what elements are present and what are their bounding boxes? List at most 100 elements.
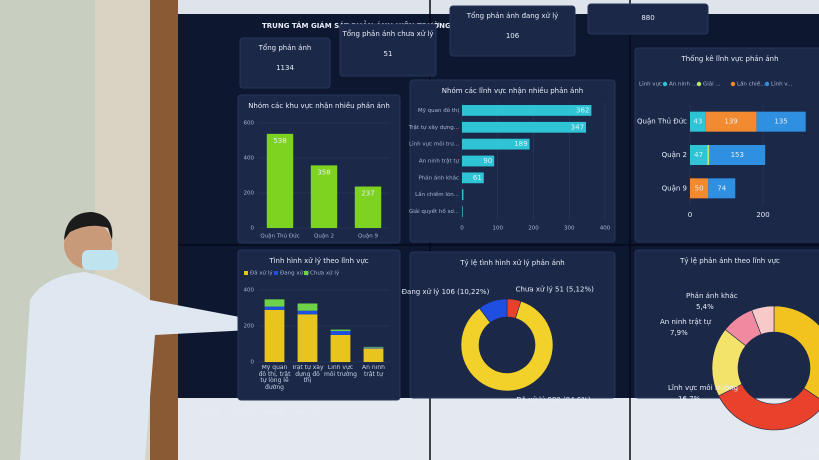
x-tick-label: Quận 9 (358, 233, 378, 240)
panel (409, 79, 616, 243)
y-tick-label: Lĩnh vực môi trư... (409, 141, 459, 148)
y-tick-label: 200 (244, 191, 255, 197)
bar-segment (708, 178, 736, 199)
x-tick-label: 400 (600, 226, 611, 232)
person-shirt (20, 272, 250, 460)
panel (237, 249, 401, 401)
bar-segment (297, 303, 318, 311)
y-tick-label: Trật tự xây dựng... (408, 124, 460, 131)
x-tick-label: 200 (528, 226, 539, 232)
legend-swatch (730, 81, 736, 87)
legend-label: Lấn chiế... (737, 81, 766, 88)
taskbar-tab: PAKN - Thông tin chung (202, 408, 284, 416)
value-label: 358 (317, 168, 330, 176)
value-label: 139 (724, 118, 737, 126)
slice-category: Trật tự (791, 436, 815, 444)
bar (462, 206, 463, 217)
y-tick-label: Giải quyết hồ sơ... (409, 207, 459, 215)
y-tick-label: 0 (251, 360, 255, 366)
bar-segment (363, 348, 384, 362)
y-tick-label: 200 (244, 324, 255, 330)
x-tick-label: Mỹ quan đô thị, trật tự lòng lề đường (258, 365, 291, 391)
slice-label: Chưa xử lý 51 (5,12%) (516, 286, 595, 294)
panel (339, 23, 437, 77)
kpi-value: 1134 (276, 64, 294, 72)
taskbar-tab: PAKN - Tình hình xử lý (264, 408, 341, 416)
value-label: 189 (514, 140, 527, 148)
value-label: 43 (693, 118, 702, 126)
chart-title: Thống kê lĩnh vực phản ánh (680, 55, 778, 63)
legend-swatch (764, 81, 770, 87)
bar-segment (264, 306, 285, 310)
kpi-label: Tổng phản ánh chưa xử lý (341, 29, 433, 38)
chart-title: Nhóm các khu vực nhận nhiều phản ánh (248, 102, 390, 110)
slice-category: An ninh trật tự (660, 318, 712, 326)
bar-segment (707, 145, 710, 165)
legend-swatch (304, 271, 308, 275)
bar-segment (330, 335, 351, 362)
legend-swatch (274, 271, 278, 275)
x-tick-label: 300 (564, 226, 575, 232)
slice-category: Đang xử lý (402, 288, 440, 296)
panel (409, 251, 616, 399)
x-tick-label: 100 (493, 226, 504, 232)
bar-segment (756, 111, 806, 132)
kpi-value: 51 (384, 50, 393, 58)
legend-label: Giải ... (703, 81, 721, 88)
y-tick-label: Mỹ quan đô thị (418, 107, 460, 114)
legend-label: Đã xử lý (250, 270, 273, 277)
bar (354, 186, 382, 228)
bar-segment (690, 178, 709, 199)
x-tick-label: 200 (756, 211, 769, 219)
value-label: 362 (576, 106, 589, 114)
y-tick-label: 400 (244, 288, 255, 294)
x-tick-label-box: Trật tự xây dựng đô thị (291, 365, 323, 384)
panel (449, 5, 576, 57)
bar-segment (363, 346, 384, 348)
person-mask (82, 250, 118, 270)
legend-label: Đang xử lý (280, 270, 310, 277)
x-tick-label: Quận Thủ Đức (260, 233, 299, 240)
kpi-label: Tổng phản ánh (258, 43, 312, 52)
chart-title: Tỷ lệ tình hình xử lý phản ánh (459, 258, 565, 267)
value-label: 47 (694, 151, 703, 159)
bar-segment (363, 347, 384, 349)
legend-label: Chưa xử lý (310, 270, 340, 277)
y-tick-label: Phản ánh khác (418, 174, 459, 181)
x-tick-label: Quận 2 (314, 233, 334, 240)
kpi-value: 106 (506, 32, 520, 40)
y-tick-label: Lấn chiếm lòn... (415, 191, 459, 198)
bar (266, 133, 294, 228)
chart-title: Nhóm các lĩnh vực nhận nhiều phản ánh (442, 87, 583, 95)
value-label: 153 (731, 151, 744, 159)
bar-segment (264, 309, 285, 362)
donut-slice (751, 305, 775, 335)
x-tick-label-box: An ninh trật tự (362, 365, 385, 378)
bar-segment (709, 145, 766, 165)
bar (310, 165, 338, 228)
chart-title: Tỷ lệ phản ánh theo lĩnh vực (679, 256, 780, 265)
bar-segment (297, 310, 318, 315)
bar (462, 138, 530, 150)
donut-slice (460, 300, 554, 392)
bar-segment (690, 111, 706, 132)
legend-label: An ninh ... (669, 82, 697, 88)
x-tick-label-box: Lĩnh vực môi trường (324, 365, 357, 377)
legend-swatch (696, 81, 702, 87)
bar-segment (690, 145, 708, 165)
slice-value: 106 (10,22%) (442, 288, 490, 296)
bar-segment (264, 299, 285, 307)
kpi-value: 880 (641, 14, 654, 22)
y-tick-label: 600 (244, 121, 255, 127)
value-label: 237 (361, 190, 374, 198)
bar (462, 172, 484, 184)
slice-category: Lĩnh vực môi trường (668, 384, 738, 392)
value-label: 74 (717, 184, 726, 192)
x-tick-label: An ninh trật tự (362, 365, 385, 378)
slice-label: Đang xử lý 106 (10,22%) (402, 288, 490, 296)
legend-swatch (662, 81, 668, 87)
slice-value: 7,9% (670, 329, 688, 337)
donut-slice (479, 298, 508, 323)
x-tick-label-box: Mỹ quan đô thị, trật tự lòng lề đường (258, 365, 291, 391)
